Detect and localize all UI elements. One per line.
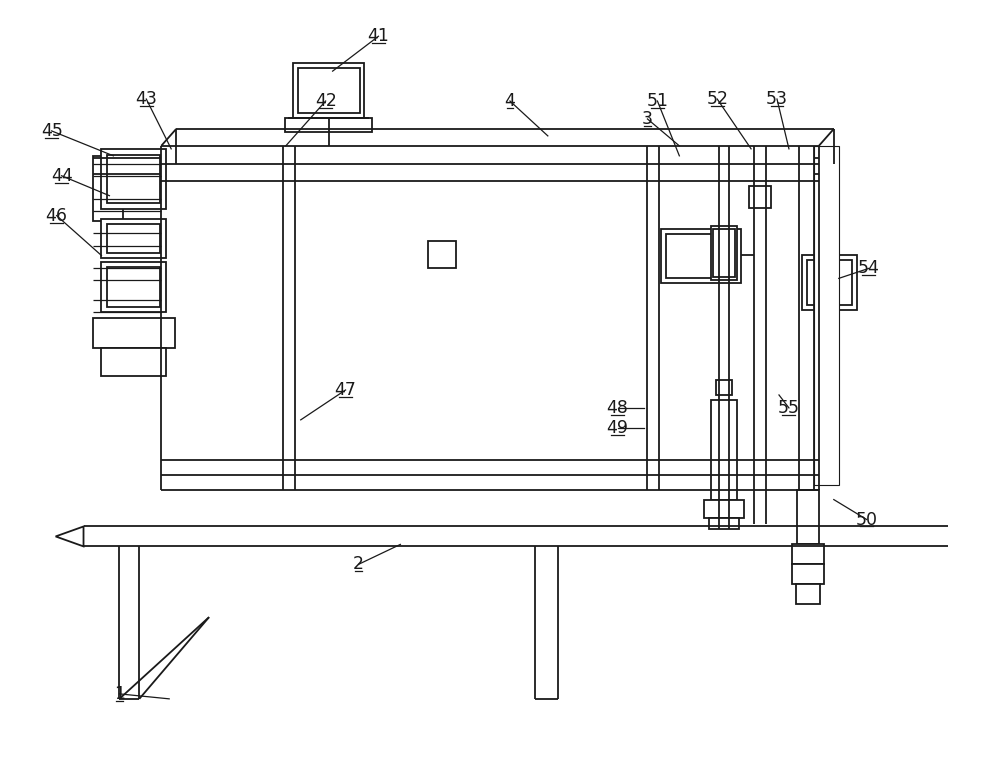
- Bar: [711, 225, 737, 280]
- Bar: [792, 565, 824, 584]
- Text: 42: 42: [315, 92, 337, 110]
- Bar: [428, 241, 456, 268]
- Text: 50: 50: [856, 510, 878, 529]
- Bar: [93, 155, 123, 221]
- Bar: [814, 146, 839, 485]
- Text: 48: 48: [607, 399, 629, 417]
- Text: 3: 3: [642, 110, 653, 128]
- Bar: [107, 155, 160, 203]
- Bar: [792, 545, 824, 565]
- Bar: [101, 348, 166, 376]
- Bar: [101, 263, 166, 313]
- Text: 41: 41: [368, 28, 389, 45]
- Text: 43: 43: [135, 90, 157, 108]
- Text: 4: 4: [505, 92, 515, 110]
- Bar: [713, 228, 735, 277]
- Bar: [298, 68, 360, 113]
- Bar: [807, 260, 852, 306]
- Text: 2: 2: [353, 555, 364, 573]
- Bar: [709, 518, 739, 529]
- Bar: [101, 218, 166, 258]
- Bar: [796, 584, 820, 604]
- Text: 1: 1: [114, 685, 125, 703]
- Text: 46: 46: [46, 207, 68, 224]
- Bar: [293, 63, 364, 118]
- Bar: [749, 185, 771, 208]
- Text: 49: 49: [607, 419, 629, 437]
- Bar: [107, 224, 160, 254]
- Text: 52: 52: [706, 90, 728, 108]
- Text: 53: 53: [766, 90, 788, 108]
- Bar: [107, 267, 160, 307]
- Text: 44: 44: [51, 167, 72, 185]
- Bar: [711, 400, 737, 499]
- Bar: [285, 118, 372, 132]
- Bar: [101, 149, 166, 208]
- Polygon shape: [56, 526, 84, 546]
- Bar: [797, 489, 819, 545]
- Text: 45: 45: [41, 122, 63, 140]
- Text: 55: 55: [778, 399, 800, 417]
- Bar: [716, 380, 732, 395]
- Bar: [93, 318, 175, 348]
- Text: 54: 54: [858, 260, 880, 277]
- Text: 51: 51: [646, 92, 668, 110]
- Bar: [802, 256, 857, 310]
- Text: 47: 47: [335, 381, 356, 399]
- Bar: [704, 499, 744, 518]
- Bar: [666, 234, 736, 278]
- Bar: [661, 228, 741, 283]
